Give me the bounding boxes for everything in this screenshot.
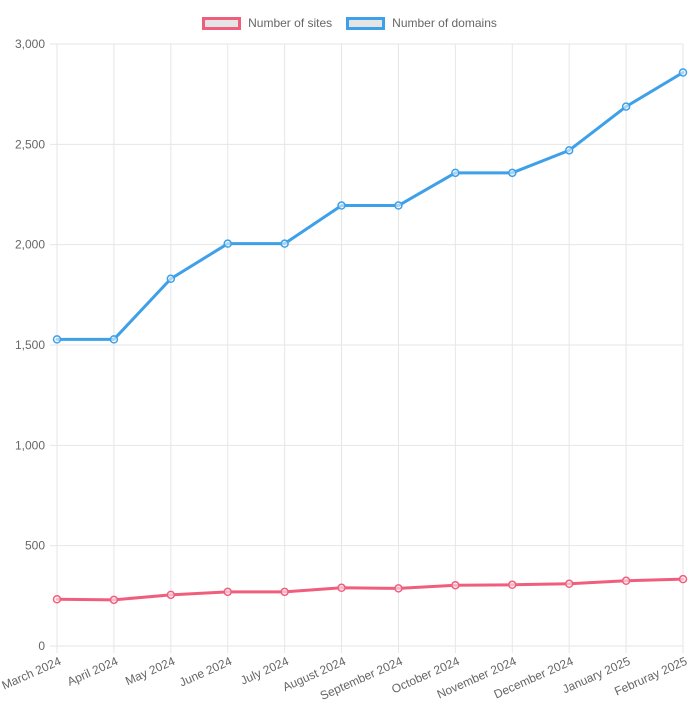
- y-axis-tick-label: 3,000: [15, 37, 45, 51]
- y-axis-tick-label: 2,500: [15, 137, 45, 151]
- data-point: [109, 595, 119, 605]
- data-point: [337, 583, 346, 593]
- data-point: [508, 168, 517, 178]
- legend-item-domains[interactable]: Number of domains: [346, 17, 497, 30]
- chart-legend: Number of sites Number of domains: [0, 17, 699, 30]
- data-point: [223, 239, 232, 248]
- legend-item-sites[interactable]: Number of sites: [202, 17, 332, 30]
- data-point: [223, 587, 232, 597]
- data-point: [508, 580, 517, 590]
- x-axis-tick-label: April 2024: [65, 654, 120, 689]
- data-point: [621, 102, 631, 111]
- x-axis-tick-label: March 2024: [0, 654, 64, 693]
- data-point: [564, 146, 574, 155]
- series-line-number-of-domains: [55, 70, 685, 341]
- data-point: [394, 201, 403, 210]
- y-axis-tick-label: 2,000: [15, 238, 45, 252]
- sites-legend-swatch-icon: [202, 17, 242, 30]
- y-axis-tick-label: 0: [38, 639, 45, 653]
- legend-label-domains: Number of domains: [392, 16, 497, 30]
- data-point: [451, 168, 460, 178]
- data-point: [564, 579, 574, 589]
- domains-legend-swatch-icon: [346, 17, 386, 30]
- data-point: [621, 576, 631, 586]
- data-point: [280, 239, 289, 248]
- data-point: [337, 201, 346, 210]
- series-line-number-of-sites: [55, 577, 685, 602]
- data-point: [109, 335, 119, 344]
- data-point: [280, 587, 289, 597]
- y-axis-tick-label: 1,500: [15, 338, 45, 352]
- y-axis-tick-label: 500: [25, 539, 45, 553]
- legend-label-sites: Number of sites: [248, 16, 333, 30]
- data-point: [166, 274, 176, 284]
- data-point: [52, 594, 62, 604]
- x-axis-tick-label: May 2024: [123, 654, 177, 688]
- data-point: [678, 574, 688, 584]
- y-axis-tick-label: 1,000: [15, 438, 45, 452]
- x-axis-tick-label: June 2024: [177, 654, 234, 690]
- data-point: [394, 584, 403, 593]
- data-point: [451, 580, 460, 590]
- data-point: [678, 68, 688, 77]
- data-point: [166, 590, 176, 600]
- data-point: [52, 335, 62, 344]
